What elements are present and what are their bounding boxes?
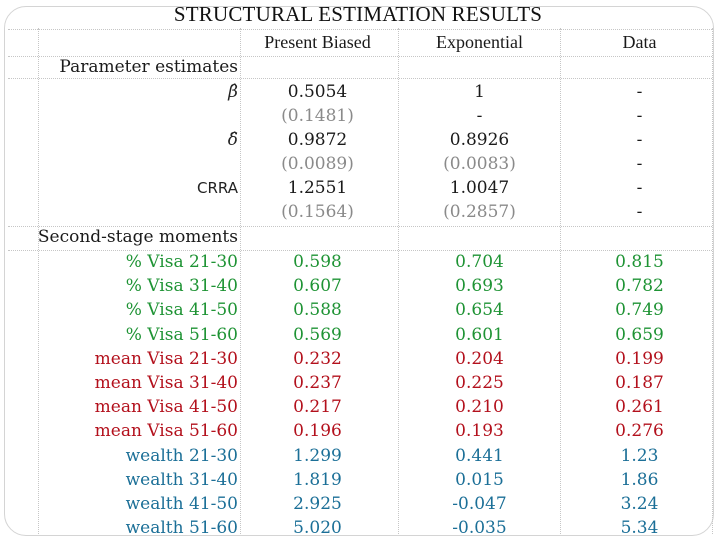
slide-frame <box>4 6 714 536</box>
moment-value-present-biased: 1.819 <box>293 469 342 490</box>
grid-line-vertical <box>38 28 39 534</box>
moment-value-exponential: 0.015 <box>455 469 504 490</box>
moment-value-data: 3.24 <box>620 494 659 514</box>
column-header-present-biased: Present Biased <box>264 32 371 52</box>
column-header-data: Data <box>622 32 657 52</box>
grid-line-horizontal <box>8 56 712 57</box>
moment-value-data: 0.276 <box>615 421 664 442</box>
moment-value-present-biased: 0.598 <box>293 252 342 272</box>
param-value: 0.9872 <box>287 130 348 150</box>
moment-value-present-biased: 0.588 <box>293 300 342 321</box>
param-value: - <box>476 106 483 126</box>
moment-label: wealth 51-60 <box>125 518 238 539</box>
moment-value-exponential: 0.601 <box>455 324 504 345</box>
param-value: 0.5054 <box>287 82 348 102</box>
param-label-crra: CRRA <box>197 179 238 197</box>
column-header-exponential: Exponential <box>436 32 523 52</box>
moment-label: wealth 31-40 <box>125 469 238 490</box>
param-label-beta: β̂ <box>228 82 238 102</box>
moment-label: wealth 41-50 <box>125 494 238 514</box>
moment-value-present-biased: 0.232 <box>293 348 342 369</box>
moment-value-data: 0.749 <box>615 300 664 321</box>
moment-label: wealth 21-30 <box>125 445 238 466</box>
moment-label: % Visa 51-60 <box>125 324 238 345</box>
param-value: - <box>636 82 643 102</box>
param-value: - <box>636 106 643 126</box>
moment-label: % Visa 21-30 <box>125 252 238 272</box>
moment-label: mean Visa 41-50 <box>94 397 238 418</box>
param-std-error: (0.2857) <box>443 202 516 222</box>
moment-value-data: 0.199 <box>615 348 664 369</box>
param-value: 1.0047 <box>449 178 510 198</box>
moment-value-exponential: 0.204 <box>455 348 504 369</box>
grid-line-vertical <box>398 28 399 534</box>
moment-value-exponential: 0.704 <box>455 252 504 272</box>
moment-label: mean Visa 51-60 <box>94 421 238 442</box>
moment-value-present-biased: 1.299 <box>293 445 342 466</box>
section-label-parameter-estimates: Parameter estimates <box>59 57 238 77</box>
param-value: 1 <box>474 82 485 102</box>
moment-value-exponential: 0.441 <box>455 445 504 466</box>
moment-value-data: 5.34 <box>620 518 659 539</box>
moment-value-exponential: -0.047 <box>452 494 507 514</box>
moment-value-present-biased: 0.607 <box>293 276 342 297</box>
moment-value-exponential: 0.193 <box>455 421 504 442</box>
grid-line-horizontal <box>8 29 712 30</box>
moment-label: mean Visa 31-40 <box>94 373 238 393</box>
slide-title: STRUCTURAL ESTIMATION RESULTS <box>0 2 720 27</box>
moment-value-present-biased: 0.217 <box>293 397 342 418</box>
moment-label: % Visa 41-50 <box>125 300 238 321</box>
moment-value-present-biased: 5.020 <box>293 518 342 539</box>
param-std-error: (0.0083) <box>443 154 516 174</box>
moment-label: % Visa 31-40 <box>125 276 238 297</box>
param-std-error: (0.0089) <box>281 154 354 174</box>
moment-value-present-biased: 0.237 <box>293 373 342 393</box>
slide-title-text: STRUCTURAL ESTIMATION RESULTS <box>173 2 543 26</box>
moment-label: mean Visa 21-30 <box>94 348 238 369</box>
grid-line-horizontal <box>8 250 712 251</box>
moment-value-data: 0.782 <box>615 276 664 297</box>
grid-line-vertical <box>560 28 561 534</box>
grid-line-horizontal <box>8 78 712 79</box>
param-value: - <box>636 154 643 174</box>
moment-value-present-biased: 0.569 <box>293 324 342 345</box>
moment-value-exponential: 0.225 <box>455 373 504 393</box>
grid-line-vertical <box>240 28 241 534</box>
moment-value-data: 0.261 <box>615 397 664 418</box>
moment-value-exponential: -0.035 <box>452 518 507 539</box>
param-value: - <box>636 202 643 222</box>
moment-value-data: 0.187 <box>615 373 664 393</box>
grid-line-horizontal <box>8 226 712 227</box>
moment-value-exponential: 0.654 <box>455 300 504 321</box>
moment-value-data: 0.659 <box>615 324 664 345</box>
param-value: 0.8926 <box>449 130 510 150</box>
moment-value-exponential: 0.693 <box>455 276 504 297</box>
grid-line-vertical <box>712 28 713 534</box>
param-value: - <box>636 178 643 198</box>
moment-value-data: 1.23 <box>620 445 659 466</box>
moment-value-data: 0.815 <box>615 252 664 272</box>
param-label-delta: δ̂ <box>227 130 238 150</box>
section-label-second-stage-moments: Second-stage moments <box>37 227 238 247</box>
param-std-error: (0.1481) <box>281 106 354 126</box>
moment-value-exponential: 0.210 <box>455 397 504 418</box>
moment-value-data: 1.86 <box>620 469 659 490</box>
moment-value-present-biased: 0.196 <box>293 421 342 442</box>
moment-value-present-biased: 2.925 <box>293 494 342 514</box>
param-value: 1.2551 <box>287 178 348 198</box>
param-value: - <box>636 130 643 150</box>
param-std-error: (0.1564) <box>281 202 354 222</box>
